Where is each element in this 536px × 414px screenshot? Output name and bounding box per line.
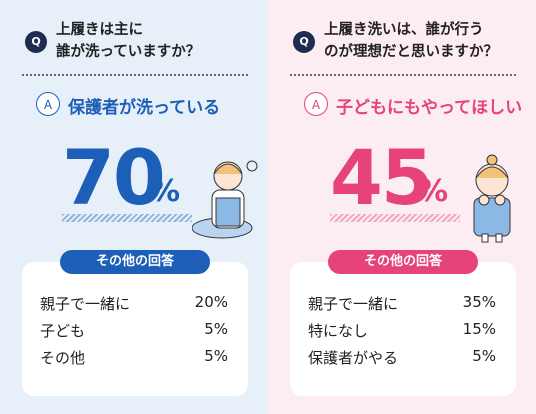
q-badge: Q xyxy=(25,31,47,53)
stripe xyxy=(62,214,192,222)
question-line: 上履き洗いは、誰が行う xyxy=(324,22,484,38)
panel: Q 上履きは主に誰が洗っていますか？ A 保護者が洗っている 70% その他の回答親子で一… xyxy=(0,0,268,414)
other-box xyxy=(22,262,248,396)
big-unit: % xyxy=(418,174,449,209)
answer: 子どもにもやってほしい xyxy=(336,98,523,118)
a-badge: A xyxy=(36,92,60,116)
panel: Q 上履き洗いは、誰が行う のが理想だと思いますか？ A 子どもにもやってほしい 45% そ… xyxy=(268,0,536,414)
other-box xyxy=(290,262,516,396)
question-line: 上履きは主に xyxy=(56,22,143,38)
stripe xyxy=(330,214,460,222)
separator xyxy=(22,74,248,76)
other-value: 35% xyxy=(462,293,496,311)
other-value: 5% xyxy=(472,347,496,365)
other-pill: その他の回答 xyxy=(328,250,478,274)
q-badge: Q xyxy=(293,31,315,53)
other-label: 子ども xyxy=(40,322,86,340)
question-line: のが理想だと思いますか？ xyxy=(324,44,498,60)
big-value: 45 xyxy=(330,133,434,222)
separator xyxy=(290,74,516,76)
illustration xyxy=(473,154,511,243)
other-value: 5% xyxy=(204,347,228,365)
other-value: 5% xyxy=(204,320,228,338)
question-line: 誰が洗っていますか？ xyxy=(56,44,201,60)
other-label: その他 xyxy=(40,349,86,367)
other-label: 特になし xyxy=(308,322,369,340)
answer: 保護者が洗っている xyxy=(68,98,221,118)
other-value: 20% xyxy=(194,293,228,311)
other-pill: その他の回答 xyxy=(60,250,210,274)
big-value: 70 xyxy=(62,133,166,222)
a-badge: A xyxy=(304,92,328,116)
other-value: 15% xyxy=(462,320,496,338)
big-unit: % xyxy=(150,174,181,209)
illustration xyxy=(192,160,258,239)
other-label: 保護者がやる xyxy=(308,349,399,367)
other-label: 親子で一緒に xyxy=(40,295,131,313)
other-label: 親子で一緒に xyxy=(308,295,399,313)
